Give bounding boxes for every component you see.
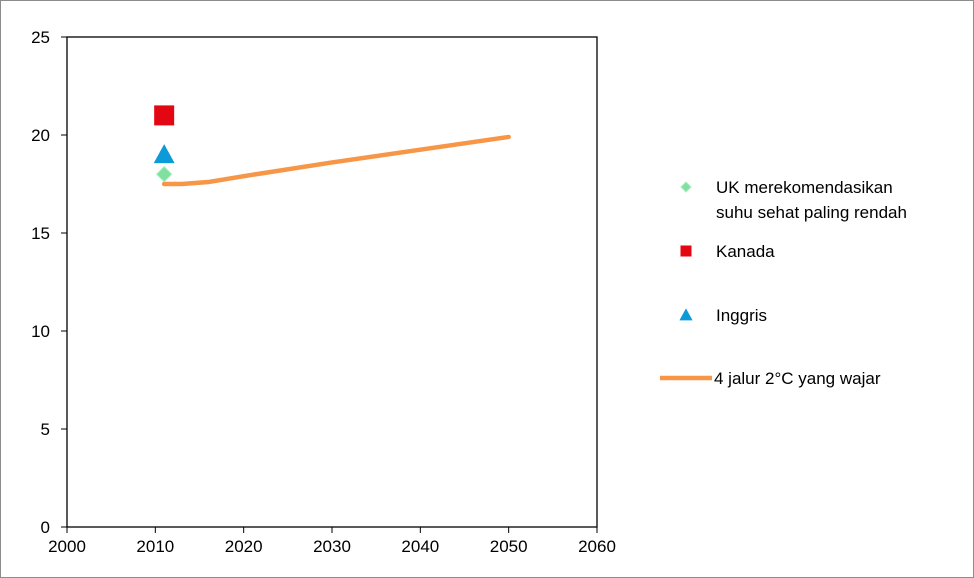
legend: UK merekomendasikan suhu sehat paling ren…	[660, 178, 907, 388]
y-tick-label: 25	[31, 28, 50, 47]
legend-label: Inggris	[716, 306, 767, 325]
x-tick-label: 2040	[401, 537, 439, 556]
x-tick-label: 2050	[490, 537, 528, 556]
y-tick-label: 0	[41, 518, 50, 537]
legend-label: Kanada	[716, 242, 775, 261]
data-point-diamond	[155, 165, 173, 183]
data-point-square	[154, 105, 175, 126]
x-tick-label: 2060	[578, 537, 616, 556]
legend-label: 4 jalur 2°C yang wajar	[714, 369, 881, 388]
x-tick-label: 2000	[48, 537, 86, 556]
plot-area	[66, 36, 598, 528]
x-tick-label: 2010	[136, 537, 174, 556]
x-axis-ticks: 2000 2010 2020 2030 2040 2050 2060	[48, 527, 616, 556]
x-tick-label: 2030	[313, 537, 351, 556]
x-tick-label: 2020	[225, 537, 263, 556]
data-point-triangle	[153, 144, 175, 164]
y-axis-ticks: 0 5 10 15 20 25	[31, 28, 67, 537]
legend-marker-square	[680, 245, 692, 257]
legend-marker-triangle	[679, 308, 693, 321]
y-tick-label: 15	[31, 224, 50, 243]
series-line-line	[161, 134, 511, 187]
legend-label: UK merekomendasikan suhu sehat paling ren…	[716, 178, 907, 222]
y-tick-label: 5	[41, 420, 50, 439]
legend-marker-diamond	[680, 181, 692, 193]
y-tick-label: 10	[31, 322, 50, 341]
y-tick-label: 20	[31, 126, 50, 145]
series-layer	[153, 105, 511, 187]
